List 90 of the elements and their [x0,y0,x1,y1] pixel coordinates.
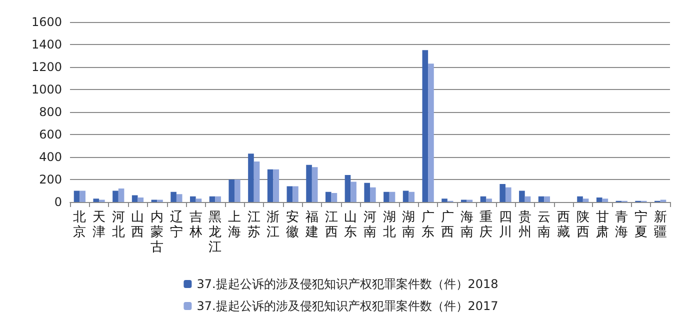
bar [248,154,254,202]
y-tick-label: 1200 [31,60,62,74]
x-tick-label: 广东 [422,210,435,240]
bar [273,169,280,202]
bar [538,196,544,202]
bar [486,198,492,202]
bar [132,195,138,202]
bar [80,190,86,202]
x-tick-label: 上海 [228,210,242,240]
x-tick-label: 吉林 [188,210,202,240]
bar [118,188,124,202]
x-tick-label: 内蒙古 [150,210,164,255]
x-tick-label: 江苏 [247,210,260,240]
x-tick-label: 海南 [460,210,474,240]
bar [74,190,80,202]
x-tick-label: 西藏 [557,210,570,240]
x-tick-label: 安徽 [286,209,300,240]
bar [428,64,434,202]
x-tick-label: 天津 [92,210,106,240]
bar [344,175,351,202]
x-tick-label: 山西 [131,210,144,240]
bar [350,182,356,202]
legend-label: 37.提起公诉的涉及侵犯知识产权犯罪案件数（件）2018 [196,277,498,291]
bar [519,190,525,202]
bar [215,196,221,202]
bar [408,192,415,202]
bar [228,180,235,202]
y-tick-label: 400 [39,150,62,164]
bar [331,193,338,202]
bar [422,50,428,202]
x-tick-label: 辽宁 [170,210,183,240]
x-tick-label: 北京 [73,210,86,240]
bar [234,180,240,202]
y-tick-label: 1400 [31,38,62,52]
bar [442,198,448,202]
bar [93,198,100,202]
x-tick-label: 陕西 [576,210,590,240]
bar [254,162,260,202]
x-tick-label: 青海 [615,210,628,240]
bar [544,196,550,202]
bar [577,196,583,202]
x-tick-label: 山东 [344,210,358,240]
bar [480,196,486,202]
bar [370,187,376,202]
x-tick-label: 甘肃 [596,210,609,240]
x-tick-label: 四川 [498,210,512,240]
y-tick-label: 1600 [31,15,62,29]
bar [286,186,293,202]
bar [292,186,298,202]
bar [602,198,608,202]
bar [170,192,176,202]
bar [190,196,196,202]
y-tick-label: 200 [39,172,62,186]
bar [505,187,512,202]
bar [312,167,318,202]
bar [267,169,274,202]
bar [596,198,602,202]
x-tick-label: 新疆 [654,210,667,240]
bar [364,182,370,202]
x-tick-label: 浙江 [266,210,280,240]
bar [524,196,531,202]
x-tick-label: 福建 [304,210,318,240]
x-tick-label: 黑龙江 [208,210,222,255]
x-tick-label: 江西 [324,210,338,240]
bar [196,198,202,202]
bar [582,198,589,202]
y-tick-label: 600 [39,128,62,142]
y-tick-label: 1000 [31,82,62,96]
x-tick-label: 贵州 [518,210,532,240]
x-tick-label: 河南 [364,210,376,240]
x-tick-label: 宁夏 [634,209,648,240]
x-tick-label: 重庆 [480,210,493,240]
x-tick-label: 湖北 [382,210,396,240]
bar [325,192,332,202]
x-tick-label: 湖南 [402,210,416,240]
bar [138,198,144,202]
x-tick-label: 广西 [440,210,454,240]
bar [176,194,182,202]
bar [112,190,118,202]
x-tick-label: 河北 [112,210,125,240]
bar [500,184,506,202]
bar [389,192,396,202]
bar [306,164,312,202]
x-tick-label: 云南 [538,210,551,240]
bar [384,192,390,202]
y-tick-label: 0 [54,195,62,209]
y-tick-label: 800 [39,105,62,119]
bar [402,190,409,202]
bar [209,196,216,202]
legend-label: 37.提起公诉的涉及侵犯知识产权犯罪案件数（件）2017 [196,299,498,313]
